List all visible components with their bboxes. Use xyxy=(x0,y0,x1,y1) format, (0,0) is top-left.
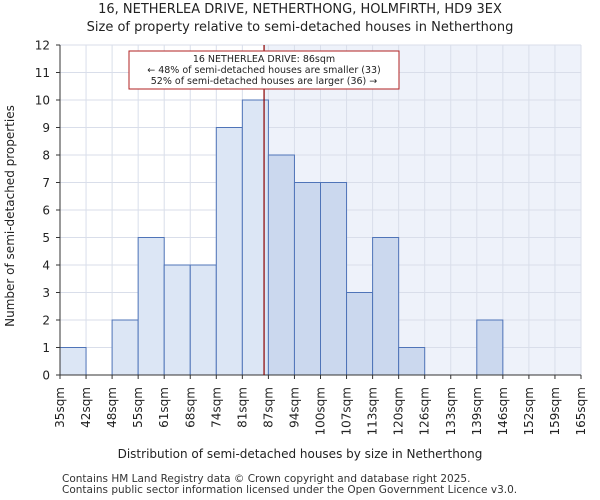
footer-licence: Contains public sector information licen… xyxy=(62,484,518,496)
y-tick-label: 6 xyxy=(42,204,50,218)
x-tick-label: 113sqm xyxy=(366,387,380,435)
x-tick-label: 120sqm xyxy=(392,387,406,435)
y-tick-label: 11 xyxy=(35,66,50,80)
x-tick-label: 107sqm xyxy=(340,387,354,435)
histogram-bar xyxy=(267,154,295,376)
histogram-bar xyxy=(372,237,400,376)
x-tick-label: 94sqm xyxy=(287,387,301,428)
x-tick-label: 61sqm xyxy=(157,387,171,428)
x-tick-label: 146sqm xyxy=(496,387,510,435)
histogram-bar xyxy=(346,292,374,376)
histogram-bar xyxy=(293,182,322,376)
y-axis-label: Number of semi-detached properties xyxy=(3,105,17,327)
y-tick-label: 3 xyxy=(42,286,50,300)
annotation-box xyxy=(128,50,400,90)
x-tick-label: 48sqm xyxy=(105,387,119,428)
x-tick-label: 165sqm xyxy=(574,387,588,435)
y-tick-label: 10 xyxy=(35,94,50,108)
x-tick-label: 126sqm xyxy=(418,387,432,435)
x-tick-label: 152sqm xyxy=(522,387,536,435)
histogram-bar xyxy=(111,319,139,376)
x-tick-label: 100sqm xyxy=(314,387,328,435)
histogram-bar xyxy=(189,264,217,376)
x-tick-label: 139sqm xyxy=(470,387,484,435)
histogram-bar xyxy=(163,264,191,376)
y-tick-label: 7 xyxy=(42,176,50,190)
y-tick-label: 4 xyxy=(42,259,50,273)
y-tick-label: 0 xyxy=(42,369,50,383)
annotation-line-3: 52% of semi-detached houses are larger (… xyxy=(151,76,378,87)
histogram-bar xyxy=(320,182,348,376)
x-axis-label: Distribution of semi-detached houses by … xyxy=(118,447,483,461)
y-tick-label: 12 xyxy=(35,39,50,53)
x-tick-label: 68sqm xyxy=(183,387,197,428)
histogram-bar xyxy=(59,347,87,376)
y-tick-label: 9 xyxy=(42,121,50,135)
y-tick-label: 8 xyxy=(42,149,50,163)
chart-subtitle: Size of property relative to semi-detach… xyxy=(86,20,514,35)
x-tick-label: 87sqm xyxy=(261,387,275,428)
histogram-bar xyxy=(137,237,165,376)
histogram-bar xyxy=(476,319,504,376)
histogram-bar xyxy=(215,127,243,376)
annotation-line-2: ← 48% of semi-detached houses are smalle… xyxy=(147,65,381,76)
x-tick-label: 159sqm xyxy=(548,387,562,435)
y-tick-label: 2 xyxy=(42,314,50,328)
x-tick-label: 42sqm xyxy=(79,387,93,428)
footer-copyright: Contains HM Land Registry data © Crown c… xyxy=(62,473,471,485)
x-tick-label: 55sqm xyxy=(131,387,145,428)
y-tick-label: 5 xyxy=(42,231,50,245)
x-tick-label: 35sqm xyxy=(53,387,67,428)
x-tick-label: 81sqm xyxy=(235,387,249,428)
y-tick-label: 1 xyxy=(42,341,50,355)
annotation-line-1: 16 NETHERLEA DRIVE: 86sqm xyxy=(193,54,335,65)
histogram-bar xyxy=(398,347,426,376)
x-tick-label: 74sqm xyxy=(209,387,223,428)
x-tick-label: 133sqm xyxy=(444,387,458,435)
chart-title: 16, NETHERLEA DRIVE, NETHERTHONG, HOLMFI… xyxy=(98,2,502,17)
